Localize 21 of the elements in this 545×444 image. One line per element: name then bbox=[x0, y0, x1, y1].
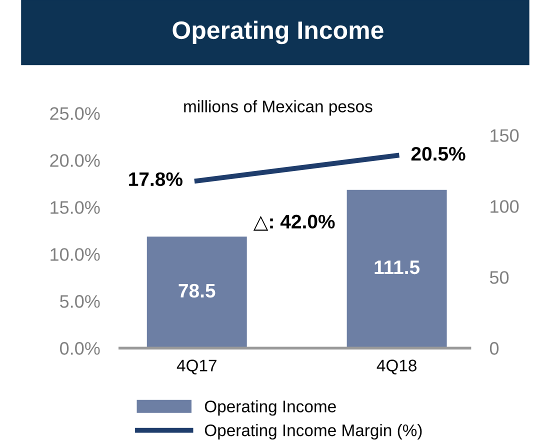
annotation: △: 42.0% bbox=[253, 214, 335, 231]
y2-tick-label: 100 bbox=[490, 200, 519, 213]
y-tick-label: 10.0% bbox=[50, 248, 100, 261]
chart-title: Operating Income bbox=[172, 20, 384, 44]
y2-tick-label: 0 bbox=[490, 342, 499, 355]
y2-tick-label: 50 bbox=[490, 271, 509, 284]
data-label: 20.5% bbox=[411, 146, 466, 161]
x-tick-label: 4Q17 bbox=[176, 360, 216, 374]
legend-label: Operating Income Margin (%) bbox=[204, 424, 422, 440]
annotation: millions of Mexican pesos bbox=[184, 100, 372, 116]
data-label: 111.5 bbox=[374, 260, 420, 274]
data-label: 17.8% bbox=[129, 172, 182, 186]
data-label: 78.5 bbox=[178, 284, 216, 298]
y-tick-label: 0.0% bbox=[60, 342, 100, 355]
y2-tick-label: 150 bbox=[490, 129, 519, 142]
y-tick-label: 25.0% bbox=[50, 107, 100, 120]
y-tick-label: 15.0% bbox=[50, 201, 100, 214]
y-tick-label: 20.0% bbox=[50, 154, 100, 167]
legend-label: Operating Income bbox=[204, 400, 336, 416]
y-tick-label: 5.0% bbox=[60, 295, 100, 308]
x-tick-label: 4Q18 bbox=[376, 360, 416, 374]
